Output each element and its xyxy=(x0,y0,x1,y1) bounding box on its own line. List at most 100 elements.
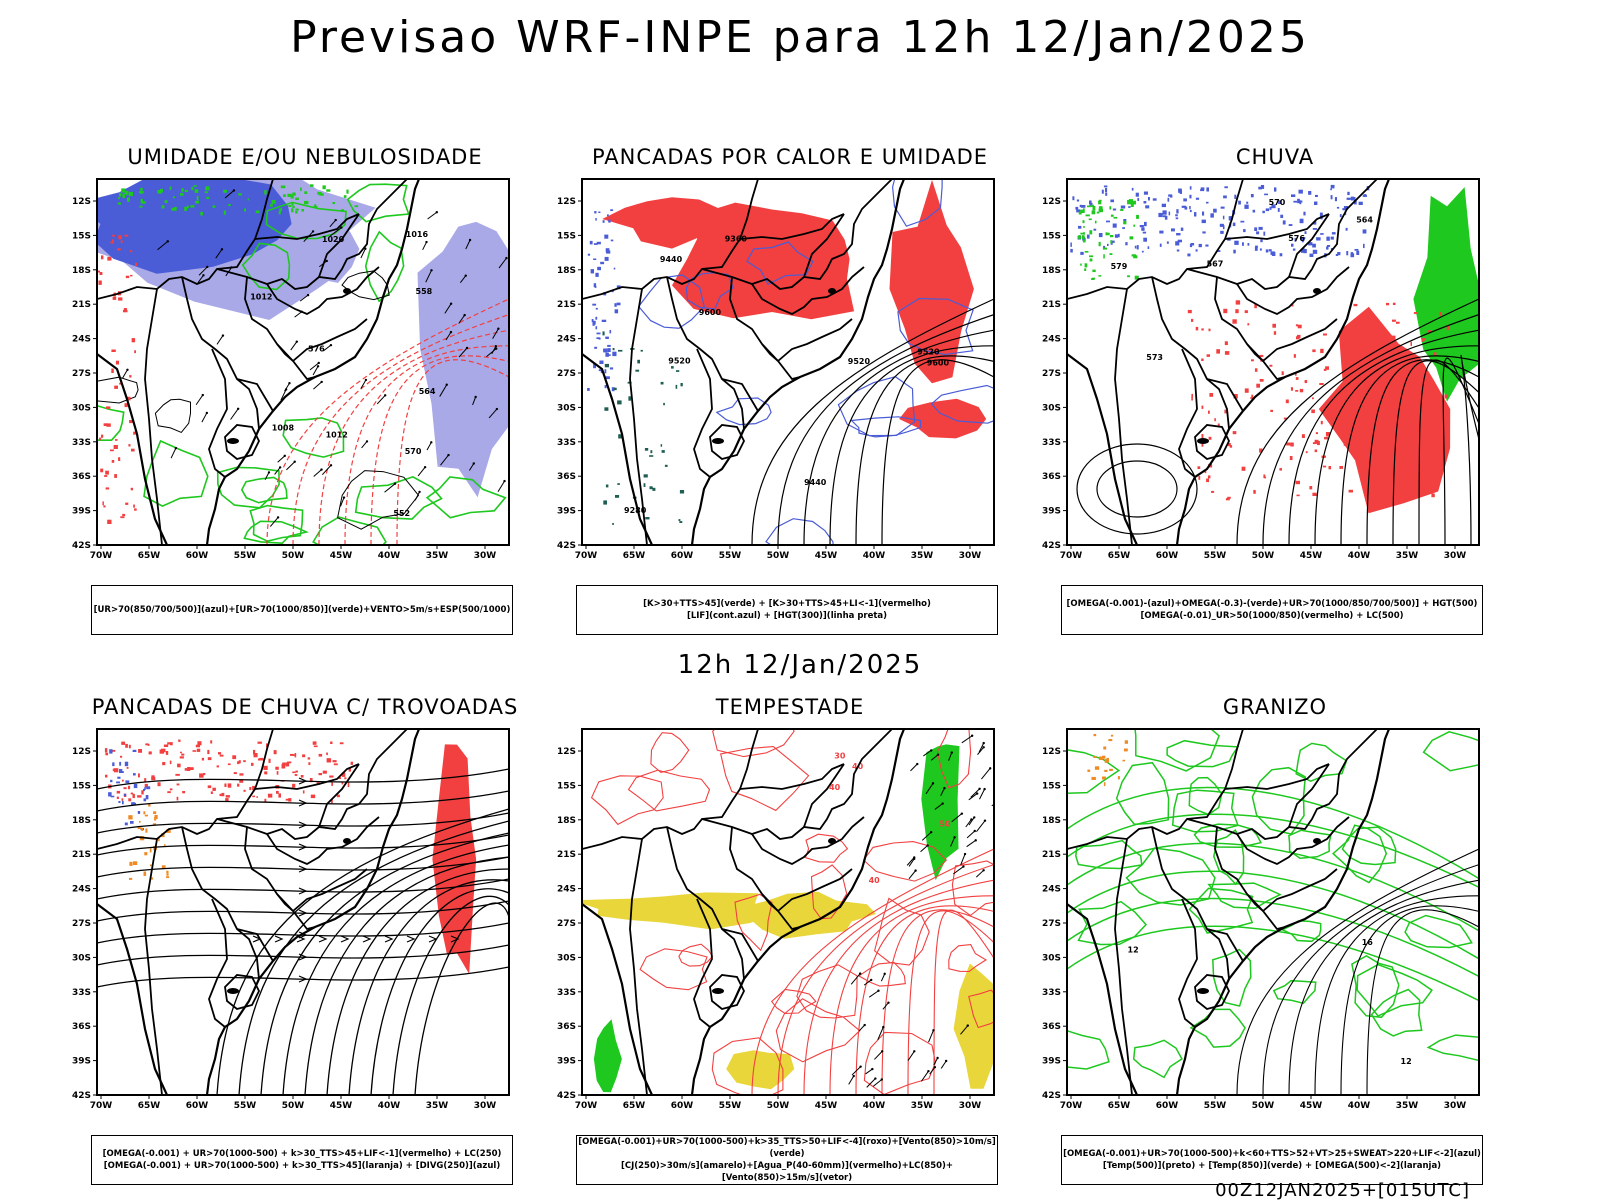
country-border xyxy=(777,318,853,362)
lat-label: 30S xyxy=(557,953,576,963)
wind-vector xyxy=(170,447,177,459)
country-border xyxy=(244,826,294,912)
lat-label: 24S xyxy=(72,335,91,345)
lon-label: 35W xyxy=(1396,551,1419,561)
jet-yellow xyxy=(582,892,769,930)
speckle-blue xyxy=(592,320,596,325)
speckle-green xyxy=(1134,275,1139,280)
lon-label: 70W xyxy=(1060,551,1083,561)
speckle-red xyxy=(252,785,256,791)
speckle-blue xyxy=(595,316,598,320)
speckle-red xyxy=(1283,417,1287,420)
streamline-arrow xyxy=(384,935,394,943)
speckle-blue xyxy=(590,269,594,274)
speckle-red xyxy=(1333,400,1336,405)
speckle-blue xyxy=(1176,233,1181,236)
speckle-red xyxy=(275,766,279,770)
wind-vector-head xyxy=(278,466,282,469)
map-tempestade: 405040304012S15S18S21S24S27S30S33S36S39S… xyxy=(557,728,995,1111)
map-border xyxy=(1066,178,1480,546)
speckle-blue xyxy=(1135,192,1139,197)
speckle-red xyxy=(98,280,102,285)
speckle-orange xyxy=(1102,776,1106,780)
contour-label: 1008 xyxy=(272,424,295,433)
wind-vector-head xyxy=(505,256,508,260)
speckle-red xyxy=(176,796,179,801)
lat-label: 39S xyxy=(1042,1057,1061,1067)
speckle-blue xyxy=(1122,227,1125,229)
lat-label: 18S xyxy=(1042,816,1061,826)
speckle-blue xyxy=(607,214,609,217)
speckle-green xyxy=(1105,232,1108,236)
wind-vector xyxy=(976,820,986,832)
wind-vector-head xyxy=(930,749,933,752)
speckle-red xyxy=(1207,475,1211,479)
wind-vector-head xyxy=(329,343,333,347)
humidity-green-contour xyxy=(312,516,387,545)
speckle-red xyxy=(285,798,289,801)
hgt500-contour xyxy=(1314,345,1479,545)
wind-vector-head xyxy=(449,302,453,305)
speckle-blue xyxy=(593,243,598,245)
speckle-orange xyxy=(1117,776,1120,780)
speckle-green xyxy=(118,197,120,200)
speckle-blue xyxy=(122,800,124,805)
speckle-red xyxy=(1388,344,1392,347)
wind-vector xyxy=(908,870,916,880)
speckle-blue xyxy=(1300,237,1305,241)
contour-label: 9600 xyxy=(699,308,722,317)
lat-label: 33S xyxy=(72,988,91,998)
lat-label: 24S xyxy=(1042,335,1061,345)
wind-vector-head xyxy=(914,869,917,872)
speckle-blue xyxy=(1219,223,1224,227)
wind-vector xyxy=(960,853,966,866)
speckle-red xyxy=(1253,490,1256,494)
wind-vector xyxy=(907,1051,915,1061)
speckle-red xyxy=(1241,466,1246,471)
speckle-blue xyxy=(1293,200,1297,203)
speckle-green xyxy=(346,189,349,194)
country-border xyxy=(236,378,274,412)
humidity-green-contour xyxy=(241,242,291,291)
thickness-contour xyxy=(396,359,509,545)
speckle-blue xyxy=(605,376,610,380)
temp500-contour xyxy=(1340,905,1479,1095)
speckle-blue xyxy=(1256,231,1260,235)
speckle-blue xyxy=(1143,191,1148,195)
speckle-red xyxy=(135,262,138,266)
lat-label: 39S xyxy=(72,507,91,517)
speckle-red xyxy=(1330,407,1334,411)
lat-label: 42S xyxy=(1042,541,1061,551)
speckle-red xyxy=(1400,464,1403,469)
speckle-darkgreen xyxy=(635,369,640,372)
wind-vector-head xyxy=(468,238,472,242)
speckle-red xyxy=(300,775,304,778)
legend-line: [K>30+TTS>45](verde) + [K>30+TTS>45+LI<-… xyxy=(643,599,931,609)
country-border xyxy=(761,343,801,381)
speckle-red xyxy=(114,768,119,773)
instability-red xyxy=(602,197,723,249)
speckle-red xyxy=(256,796,258,798)
speckle-blue xyxy=(1308,191,1312,195)
temp850-contour xyxy=(1288,829,1332,859)
humidity-green-contour xyxy=(282,417,345,458)
speckle-blue xyxy=(605,352,609,357)
speckle-green xyxy=(194,189,199,193)
speckle-green xyxy=(1089,255,1094,258)
wind-vector-head xyxy=(877,989,880,992)
contour-label: 579 xyxy=(1111,262,1128,271)
storm-red xyxy=(432,744,477,974)
wind-vector xyxy=(968,817,975,826)
speckle-darkgreen xyxy=(612,523,614,525)
lif-contour xyxy=(891,179,943,227)
speckle-orange xyxy=(1094,766,1100,770)
speckle-blue xyxy=(1300,248,1305,253)
speckle-blue xyxy=(1147,246,1150,249)
speckle-orange xyxy=(144,814,148,817)
lon-label: 60W xyxy=(1156,1101,1179,1111)
speckle-red xyxy=(182,791,186,794)
speckle-blue xyxy=(1141,250,1144,253)
temp850-contour xyxy=(1067,925,1479,1002)
speckle-red xyxy=(130,487,133,491)
speckle-red xyxy=(1293,354,1296,358)
